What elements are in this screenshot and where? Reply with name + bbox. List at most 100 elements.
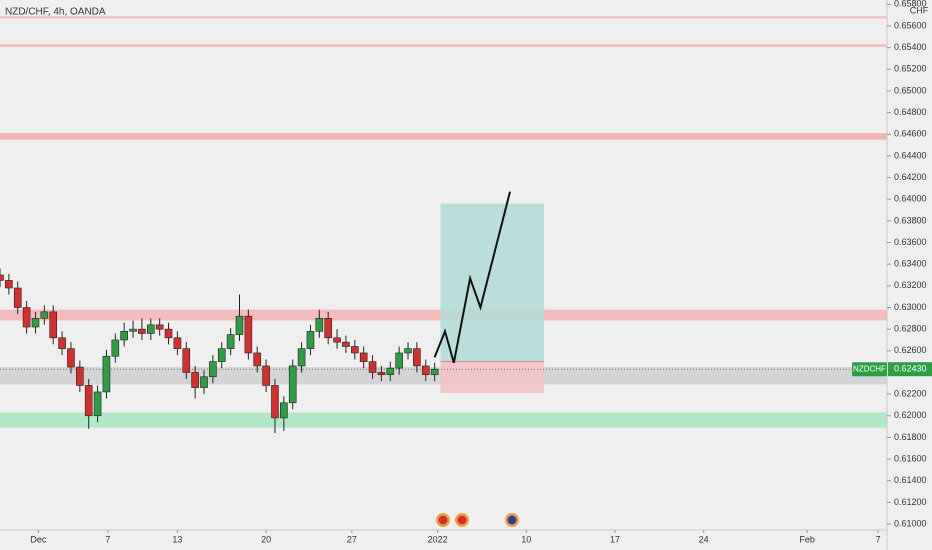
- y-tick-label: 0.62600: [894, 345, 927, 355]
- plot-layer: [0, 16, 887, 434]
- candle-body: [386, 367, 395, 375]
- event-icon-flag: [507, 515, 517, 525]
- event-icons[interactable]: [436, 513, 519, 527]
- x-tick-label: 2022: [428, 534, 448, 544]
- candle-body: [111, 339, 120, 357]
- candle-body: [333, 337, 341, 343]
- candle-body: [350, 346, 359, 354]
- x-tick-label: Dec: [30, 534, 47, 544]
- candle-body: [209, 361, 217, 378]
- candle-body: [244, 315, 253, 354]
- zone: [0, 133, 887, 140]
- event-icon-flag: [457, 515, 467, 525]
- candle-body: [146, 324, 155, 334]
- candle-body: [173, 337, 182, 349]
- candle-body: [377, 372, 386, 375]
- candle-body: [324, 318, 332, 339]
- candle-body: [288, 365, 297, 404]
- x-tick-label: 17: [610, 534, 620, 544]
- candle-body: [84, 385, 93, 417]
- axis-unit: CHF: [910, 5, 929, 15]
- candle-body: [342, 341, 350, 347]
- position-profit: [440, 203, 545, 362]
- y-tick-label: 0.61400: [894, 475, 927, 485]
- candle-body: [49, 311, 58, 339]
- y-tick-label: 0.65000: [894, 85, 927, 95]
- y-tick-label: 0.65400: [894, 42, 927, 52]
- y-tick-label: 0.64800: [894, 107, 927, 117]
- candle-body: [191, 372, 199, 388]
- y-tick-label: 0.61200: [894, 497, 927, 507]
- candle-body: [138, 328, 146, 334]
- y-tick-label: 0.62200: [894, 388, 927, 398]
- candle-body: [182, 348, 191, 373]
- candle-body: [395, 352, 403, 369]
- candle-body: [280, 402, 288, 419]
- y-tick-label: 0.62000: [894, 410, 927, 420]
- candle-body: [421, 365, 430, 375]
- candle-body: [253, 352, 262, 367]
- candle-body: [155, 324, 164, 330]
- symbol-badge: [852, 362, 887, 377]
- candle-body: [359, 352, 368, 362]
- candle-body: [235, 315, 244, 335]
- price-label: 0.62430: [894, 364, 927, 374]
- candle-body: [22, 307, 31, 328]
- candle-body: [315, 318, 324, 332]
- candle-body: [0, 274, 4, 281]
- candle-body: [271, 385, 279, 419]
- y-tick-label: 0.63000: [894, 302, 927, 312]
- x-tick-label: 20: [261, 534, 271, 544]
- price-badge: [888, 362, 932, 377]
- y-tick-label: 0.65200: [894, 64, 927, 74]
- candle-body: [93, 391, 102, 417]
- candle-body: [217, 348, 226, 362]
- candle-body: [404, 348, 412, 354]
- y-tick-label: 0.63200: [894, 280, 927, 290]
- zone: [0, 16, 887, 19]
- candle-body: [120, 331, 128, 341]
- y-tick-label: 0.63800: [894, 215, 927, 225]
- zone: [0, 44, 887, 47]
- candle-body: [430, 368, 439, 375]
- projection-path: [433, 191, 511, 363]
- candle-body: [226, 334, 235, 349]
- y-tick-label: 0.64200: [894, 172, 927, 182]
- candle-body: [102, 355, 111, 393]
- y-tick-label: 0.65800: [894, 0, 927, 9]
- candle-body: [31, 318, 40, 328]
- x-tick-label: 13: [172, 534, 182, 544]
- y-tick-label: 0.64400: [894, 150, 927, 160]
- candle-body: [76, 366, 84, 386]
- zone: [0, 412, 887, 428]
- y-tick-label: 0.62800: [894, 324, 927, 334]
- x-tick-label: 27: [347, 534, 357, 544]
- y-tick-label: 0.61000: [894, 518, 927, 528]
- y-tick-label: 0.64000: [894, 194, 927, 204]
- candle-body: [5, 280, 13, 289]
- candle-body: [164, 328, 173, 339]
- x-tick-label: 7: [105, 534, 110, 544]
- candle-body: [368, 361, 377, 373]
- candle-body: [262, 365, 270, 386]
- y-tick-label: 0.64600: [894, 129, 927, 139]
- candle-body: [413, 348, 421, 367]
- symbol-label: NZDCHF: [853, 364, 886, 373]
- event-icon-flag: [438, 515, 448, 525]
- candle-body: [297, 348, 306, 367]
- x-tick-label: Feb: [799, 534, 815, 544]
- y-tick-label: 0.63400: [894, 259, 927, 269]
- position-loss: [440, 361, 545, 394]
- x-tick-label: 7: [876, 534, 881, 544]
- x-tick-label: 24: [699, 534, 709, 544]
- candle-body: [67, 348, 75, 368]
- y-tick-label: 0.61800: [894, 432, 927, 442]
- candle-body: [129, 328, 137, 332]
- candle-body: [306, 331, 315, 349]
- x-tick-label: 10: [521, 534, 531, 544]
- chart-title: NZD/CHF, 4h, OANDA: [5, 7, 106, 18]
- candle-body: [40, 311, 49, 319]
- candle-body: [58, 337, 66, 349]
- y-tick-label: 0.63600: [894, 237, 927, 247]
